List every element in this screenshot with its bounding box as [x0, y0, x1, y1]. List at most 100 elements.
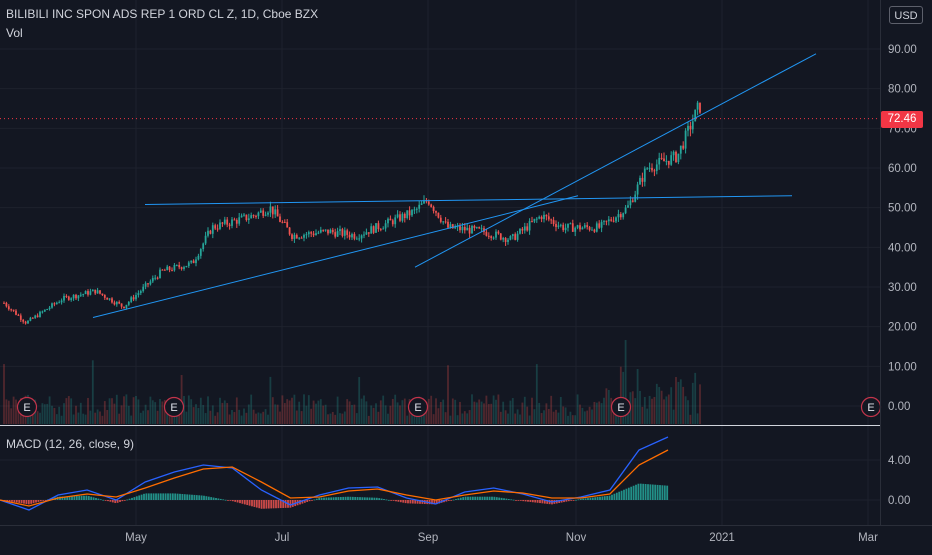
macd-histogram-bar	[613, 493, 616, 500]
macd-histogram-bar	[630, 486, 633, 500]
volume-bar	[427, 398, 430, 424]
candle-body	[468, 227, 471, 234]
macd-histogram-bar	[30, 500, 33, 504]
macd-histogram-bar	[371, 497, 373, 500]
volume-bar	[279, 411, 281, 424]
candle-body	[295, 234, 298, 239]
volume-bar	[103, 401, 106, 424]
candle-body	[245, 214, 248, 221]
macd-tick-label: 4.00	[888, 455, 910, 467]
candle-body	[394, 217, 397, 225]
candle-body	[346, 230, 349, 235]
candle-body	[547, 216, 550, 220]
volume-bar	[528, 415, 531, 424]
candle-body	[694, 109, 697, 122]
volume-bar	[231, 410, 233, 424]
candle-body	[502, 237, 505, 240]
candle-body	[168, 266, 171, 270]
candle-body	[259, 210, 262, 213]
earnings-marker-label: E	[414, 402, 421, 414]
macd-histogram-bar	[193, 494, 196, 500]
candle-body	[312, 233, 315, 236]
macd-histogram-bar	[282, 500, 285, 508]
macd-label[interactable]: MACD (12, 26, close, 9)	[6, 437, 135, 451]
candle-body	[187, 262, 190, 266]
volume-bar	[75, 405, 77, 424]
macd-histogram-bar	[359, 497, 361, 500]
macd-histogram-bar	[119, 500, 121, 502]
price-tick-label: 40.00	[888, 242, 917, 254]
earnings-marker-circle	[610, 396, 632, 418]
macd-histogram-bar	[476, 496, 479, 500]
candle-body	[17, 314, 20, 316]
volume-bar	[624, 340, 627, 424]
macd-histogram-bar	[635, 484, 637, 500]
macd-histogram-bar	[567, 500, 570, 502]
macd-histogram-bar	[656, 484, 659, 500]
macd-histogram-bar	[409, 500, 412, 504]
symbol-title[interactable]: BILIBILI INC SPON ADS REP 1 ORD CL Z, 1D…	[6, 7, 319, 21]
candle-body	[543, 214, 545, 220]
macd-histogram-bar	[558, 500, 561, 504]
macd-histogram-bar	[349, 496, 352, 500]
volume-bar	[305, 405, 308, 424]
candle-body	[526, 226, 529, 231]
time-tick-label: Sep	[418, 532, 438, 544]
time-tick-label: Mar	[858, 532, 878, 544]
volume-bar	[154, 402, 157, 424]
macd-histogram-bar	[140, 494, 143, 500]
candle-body	[190, 260, 193, 263]
volume-bar	[475, 402, 478, 424]
macd-histogram-bar	[85, 495, 88, 500]
macd-histogram-bar	[642, 483, 645, 500]
macd-histogram-bar	[128, 498, 131, 500]
macd-histogram-bar	[241, 500, 244, 504]
volume-bar	[207, 396, 209, 424]
macd-histogram-bar	[402, 500, 405, 503]
volume-label[interactable]: Vol	[6, 26, 23, 40]
volume-bar	[228, 414, 231, 424]
candle-body	[480, 228, 483, 230]
macd-histogram-bar	[644, 484, 647, 500]
volume-bar	[646, 408, 649, 424]
volume-bar	[315, 403, 317, 424]
macd-histogram-bar	[560, 500, 563, 503]
volume-bar	[329, 413, 332, 424]
macd-histogram-bar	[164, 493, 167, 500]
candle-body	[379, 229, 382, 231]
candle-body	[267, 212, 269, 215]
macd-histogram-bar	[510, 499, 513, 501]
currency-button[interactable]: USD	[889, 6, 923, 24]
volume-bar	[389, 405, 392, 424]
volume-bar	[127, 405, 130, 424]
macd-histogram-bar	[495, 497, 498, 500]
macd-line	[0, 436, 669, 511]
time-axis[interactable]: May Jul Sep Nov 2021 Mar	[125, 532, 878, 544]
volume-bar	[562, 406, 565, 424]
macd-histogram-bar	[258, 500, 261, 509]
macd-histogram-bar	[366, 497, 369, 500]
candle-body	[403, 213, 406, 219]
macd-histogram-bar	[325, 497, 328, 500]
candle-body	[77, 295, 80, 299]
trend-lines[interactable]	[92, 53, 817, 319]
candle-body	[101, 293, 104, 296]
macd-histogram-bar	[493, 496, 496, 500]
price-tick-label: 10.00	[888, 361, 917, 373]
volume-bar	[643, 396, 646, 424]
candle-body	[622, 213, 625, 218]
candle-body	[679, 145, 682, 154]
candle-body	[5, 302, 8, 307]
volume-bar	[456, 415, 459, 424]
macd-axis[interactable]: 4.00 0.00	[888, 455, 910, 507]
macd-histogram-bar	[42, 500, 45, 501]
volume-bar	[58, 406, 61, 424]
volume-bar	[691, 382, 694, 424]
volume-bar	[511, 398, 514, 424]
price-axis[interactable]: 90.0080.0070.0060.0050.0040.0030.0020.00…	[888, 44, 917, 413]
macd-histogram-bar	[596, 496, 599, 500]
candle-body	[569, 223, 572, 225]
macd-histogram-bar	[219, 498, 222, 500]
macd-histogram-bar	[351, 496, 354, 500]
